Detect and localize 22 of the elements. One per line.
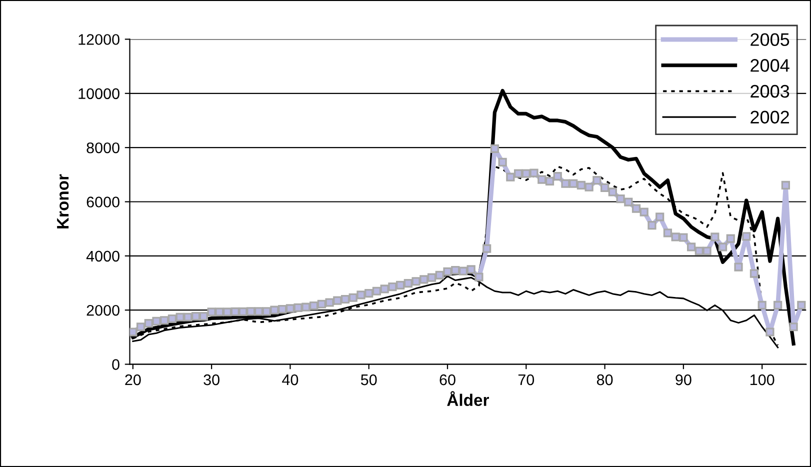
legend-label: 2004 bbox=[750, 59, 790, 72]
x-tick-label: 30 bbox=[204, 374, 220, 386]
x-tick-label: 70 bbox=[518, 374, 534, 386]
x-tick-label: 90 bbox=[676, 374, 692, 386]
y-tick-label: 0 bbox=[112, 359, 120, 370]
y-tick-label: 8000 bbox=[86, 142, 120, 154]
legend-label: 2002 bbox=[750, 110, 789, 124]
x-axis-title: Ålder bbox=[447, 391, 489, 406]
x-tick-label: 20 bbox=[125, 374, 141, 386]
y-axis-title: Kronor bbox=[57, 174, 69, 228]
x-tick-label: 80 bbox=[596, 374, 613, 386]
x-tick-label: 100 bbox=[750, 374, 774, 386]
x-tick-label: 60 bbox=[440, 374, 456, 386]
y-tick-label: 4000 bbox=[86, 250, 120, 262]
legend-label: 2005 bbox=[750, 33, 790, 46]
y-tick-label: 6000 bbox=[86, 196, 120, 208]
legend-label: 2003 bbox=[750, 84, 790, 98]
x-tick-label: 50 bbox=[360, 374, 377, 386]
y-tick-label: 10000 bbox=[78, 88, 120, 100]
y-tick-label: 2000 bbox=[86, 304, 120, 316]
x-tick-label: 40 bbox=[282, 374, 298, 386]
y-tick-label: 12000 bbox=[78, 34, 120, 45]
